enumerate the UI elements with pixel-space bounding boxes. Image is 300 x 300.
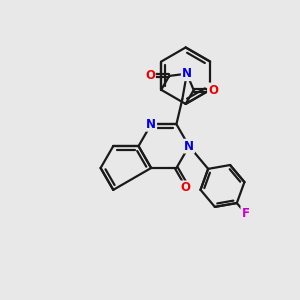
Text: O: O <box>180 182 190 194</box>
Text: N: N <box>146 118 156 131</box>
Text: F: F <box>242 207 249 220</box>
Text: O: O <box>145 69 155 82</box>
Text: O: O <box>208 83 218 97</box>
Text: N: N <box>182 67 192 80</box>
Text: N: N <box>184 140 194 153</box>
